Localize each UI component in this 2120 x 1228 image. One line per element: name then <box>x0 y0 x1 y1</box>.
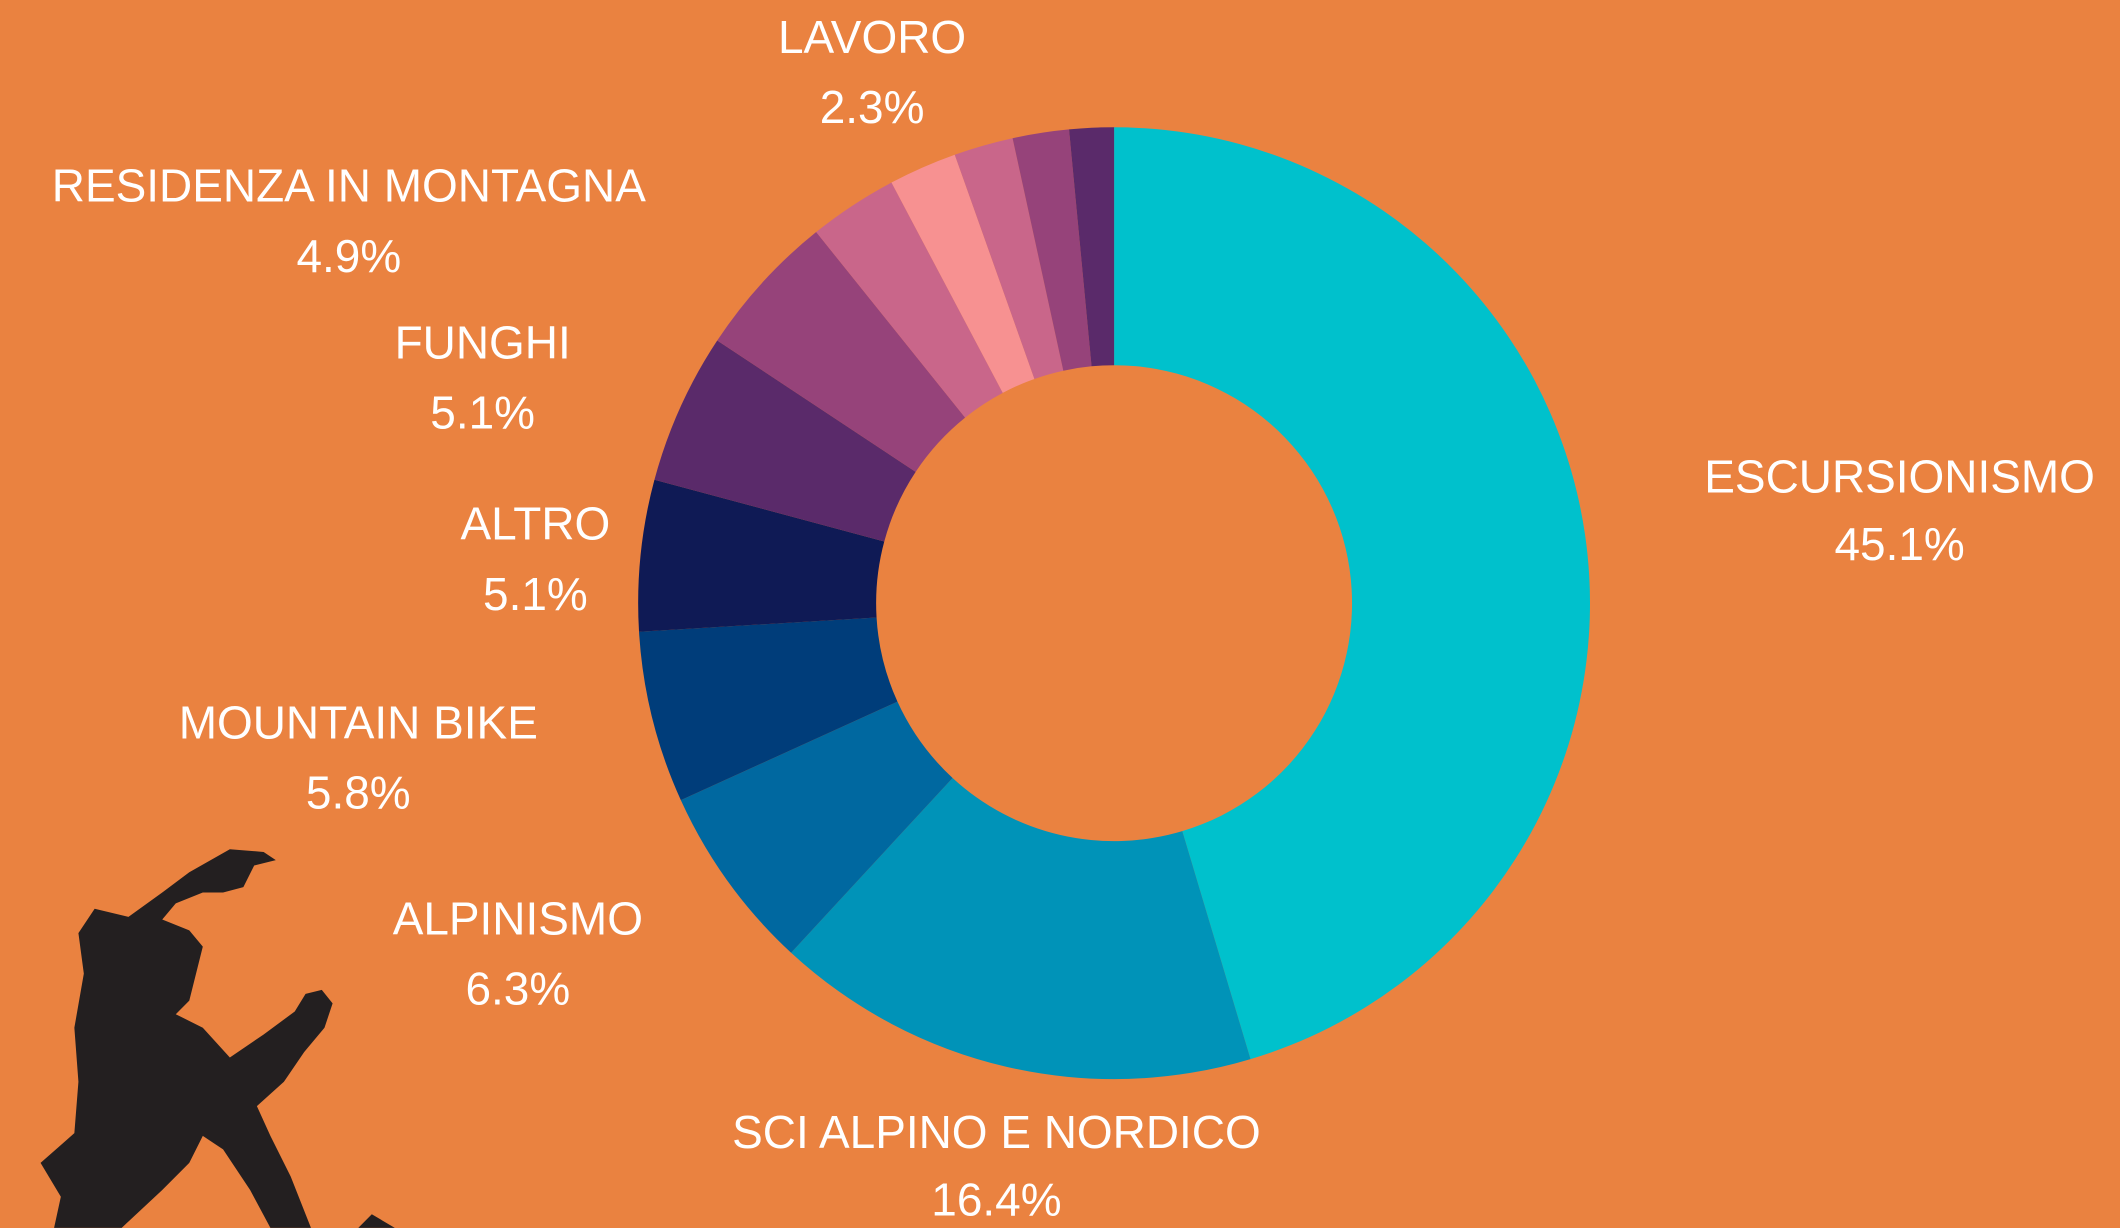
slice-label: ALTRO <box>461 498 611 550</box>
page: ESCURSIONISMO 45.1% SCI ALPINO E NORDICO 16… <box>0 0 2120 1228</box>
slice-label: LAVORO <box>778 11 966 63</box>
slice-value: 45.1% <box>1834 518 1964 570</box>
slice-value: 16.4% <box>931 1174 1061 1226</box>
slice-value: 5.1% <box>430 387 535 439</box>
slice-label: FUNGHI <box>395 316 571 368</box>
slice-label: RESIDENZA IN MONTAGNA <box>52 160 646 212</box>
slice-label: ESCURSIONISMO <box>1704 450 2095 502</box>
slice-value: 5.1% <box>483 568 588 620</box>
chart: ESCURSIONISMO 45.1% SCI ALPINO E NORDICO 16… <box>0 0 2120 1228</box>
slice-value: 6.3% <box>465 963 570 1015</box>
slice-value: 5.8% <box>306 767 411 819</box>
slice-value: 4.9% <box>296 230 401 282</box>
slice-value: 2.3% <box>820 81 925 133</box>
slice-label: ALPINISMO <box>393 892 643 944</box>
slice-label: MOUNTAIN BIKE <box>179 696 538 748</box>
slice-label: SCI ALPINO E NORDICO <box>732 1106 1261 1158</box>
